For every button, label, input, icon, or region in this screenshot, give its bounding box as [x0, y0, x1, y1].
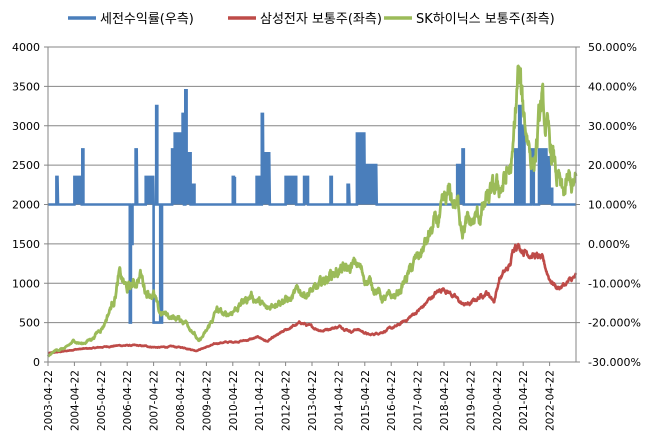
legend-item-sk-hynix: SK하이닉스 보통주(좌측) [384, 12, 555, 27]
legend-label: 세전수익률(우측) [100, 12, 194, 27]
y-left-tick-label: 3000 [12, 120, 40, 133]
y-left-tick-label: 0 [33, 356, 40, 369]
legend-item-samsung: 삼성전자 보통주(좌측) [228, 12, 382, 27]
y-right-tick-label: 50.000% [588, 41, 637, 54]
series-line-sk-hynix [46, 64, 578, 358]
y-right-tick-label: -30.000% [588, 356, 641, 369]
legend-label: 삼성전자 보통주(좌측) [260, 12, 382, 27]
y-left-tick-label: 2500 [12, 159, 40, 172]
legend-label: SK하이닉스 보통주(좌측) [416, 12, 555, 27]
y-right-tick-label: 10.000% [588, 199, 637, 212]
series-line-samsung [47, 242, 578, 355]
x-tick-label: 2014-04-22 [333, 370, 345, 431]
y-right-tick-label: 30.000% [588, 120, 637, 133]
y-left-tick-label: 1500 [12, 238, 40, 251]
x-tick-label: 2008-04-22 [175, 370, 187, 431]
y-left-tick-label: 1000 [12, 277, 40, 290]
x-tick-label: 2016-04-22 [386, 370, 398, 431]
x-tick-label: 2003-04-22 [43, 370, 55, 431]
legend-item-pretax-return: 세전수익률(우측) [68, 12, 194, 27]
y-right-tick-label: -20.000% [588, 317, 641, 330]
x-tick-label: 2013-04-22 [307, 370, 319, 431]
y-right-tick-label: 0.000% [588, 238, 630, 251]
x-tick-label: 2015-04-22 [360, 370, 372, 431]
legend: 세전수익률(우측) 삼성전자 보통주(좌측) SK하이닉스 보통주(좌측) [68, 12, 555, 27]
y-right-tick-label: -10.000% [588, 277, 641, 290]
y-left-tick-label: 3500 [12, 80, 40, 93]
x-tick-label: 2010-04-22 [228, 370, 240, 431]
x-tick-label: 2020-04-22 [492, 370, 504, 431]
series-line-pretax-return [48, 89, 576, 324]
y-left-tick-label: 4000 [12, 41, 40, 54]
x-tick-label: 2021-04-22 [518, 370, 530, 431]
x-tick-label: 2006-04-22 [122, 370, 134, 431]
y-right-tick-label: 20.000% [588, 159, 637, 172]
plot-area [46, 64, 578, 358]
x-tick-label: 2018-04-22 [439, 370, 451, 431]
y-right-tick-label: 40.000% [588, 80, 637, 93]
x-tick-label: 2012-04-22 [281, 370, 293, 431]
x-tick-label: 2009-04-22 [201, 370, 213, 431]
x-tick-label: 2019-04-22 [465, 370, 477, 431]
x-tick-label: 2005-04-22 [96, 370, 108, 431]
y-left-tick-label: 2000 [12, 199, 40, 212]
axes: 0 500 1000 1500 2000 2500 3000 3500 4000 -30.000%… [12, 41, 641, 431]
x-tick-label: 2022-04-22 [545, 370, 557, 431]
x-tick-label: 2011-04-22 [254, 370, 266, 431]
x-tick-label: 2004-04-22 [69, 370, 81, 431]
y-left-tick-label: 500 [19, 317, 40, 330]
x-tick-label: 2017-04-22 [413, 370, 425, 431]
x-tick-label: 2007-04-22 [149, 370, 161, 431]
